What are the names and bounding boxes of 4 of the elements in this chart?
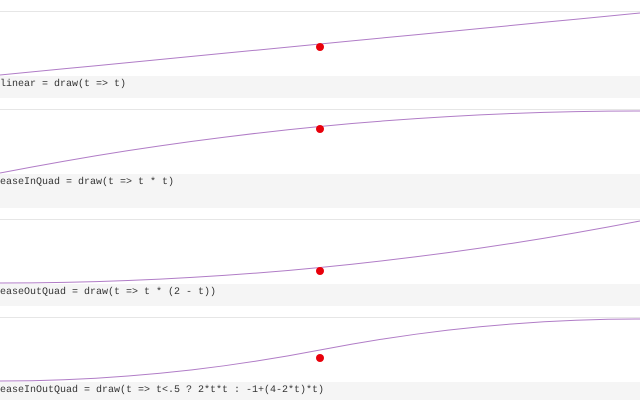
text: linear = draw(t => t)	[0, 76, 640, 98]
text: easeInOutQuad = draw(t => t<.5 ? 2*t*t : -1+(4-2*t)*t)	[0, 382, 640, 400]
text: easeOutQuad = draw(t => t * (2 - t))	[0, 284, 640, 306]
text: easeInQuad = draw(t => t * t)	[0, 174, 640, 208]
